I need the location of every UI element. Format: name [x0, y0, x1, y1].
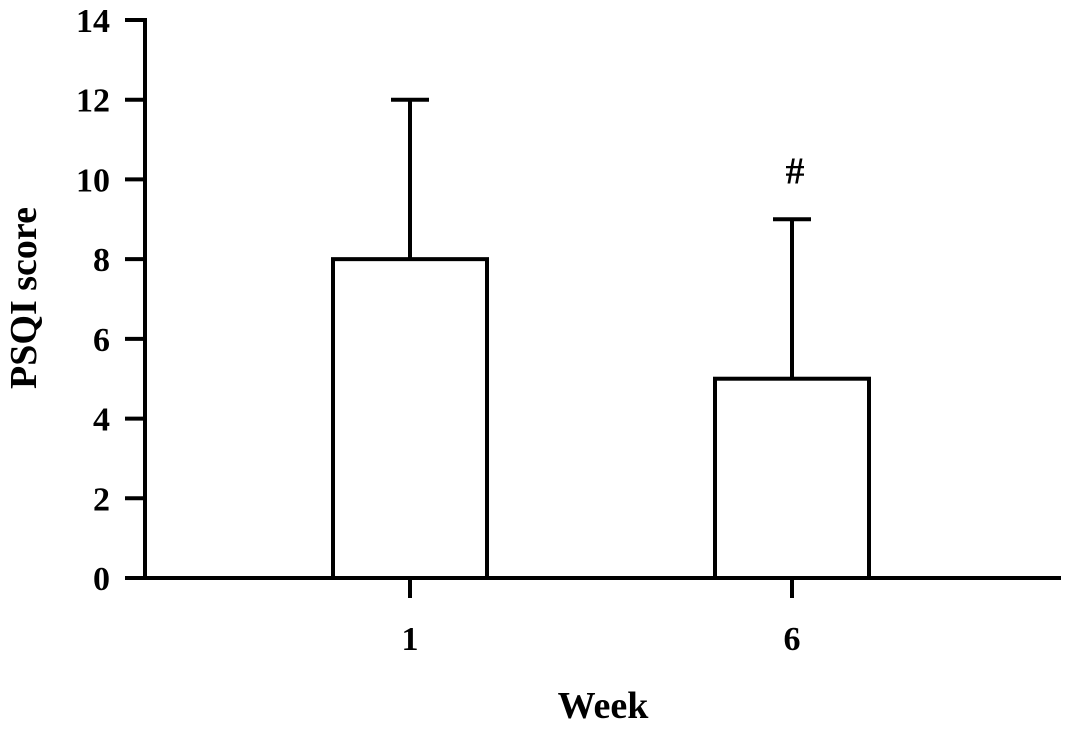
- y-axis-title: PSQI score: [3, 207, 45, 389]
- y-tick-label: 8: [93, 242, 110, 279]
- y-tick-label: 14: [76, 3, 110, 40]
- bar-week-6: [713, 376, 871, 581]
- y-tick-label: 4: [93, 402, 110, 439]
- y-tick-label: 0: [93, 561, 110, 598]
- y-ticks: 0 2 4 6 8 10 12 14: [76, 3, 145, 598]
- axes-layer: [125, 18, 1061, 580]
- y-tick-label: 12: [76, 83, 110, 120]
- x-tick-label: 1: [402, 621, 419, 658]
- x-axis-title: Week: [558, 685, 650, 726]
- x-tick-label: 6: [784, 621, 801, 658]
- y-tick-label: 6: [93, 322, 110, 359]
- y-tick-label: 2: [93, 481, 110, 518]
- bar-week-1: [331, 257, 489, 580]
- y-tick-label: 10: [76, 162, 110, 199]
- annotations: #: [786, 150, 805, 192]
- significance-annotation: #: [786, 150, 805, 192]
